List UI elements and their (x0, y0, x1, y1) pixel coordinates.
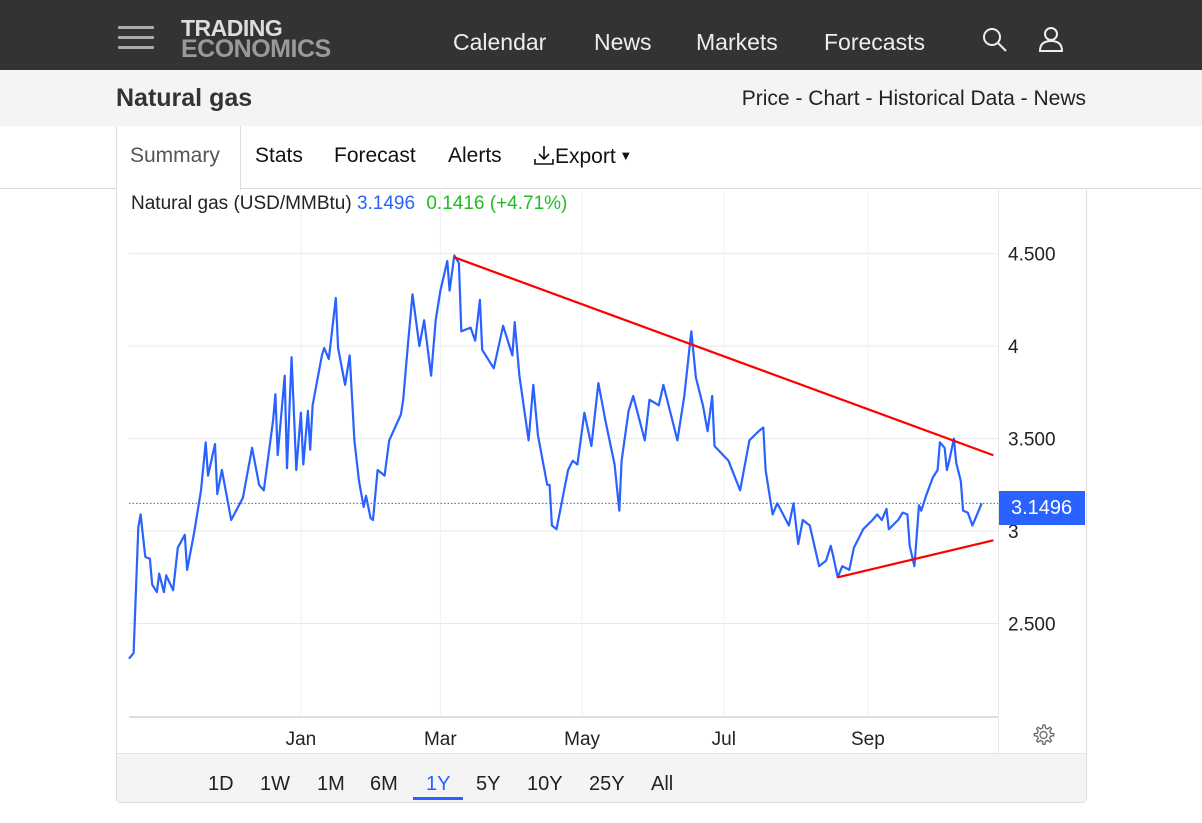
logo[interactable]: TRADING ECONOMICS (181, 15, 331, 63)
range-10y[interactable]: 10Y (527, 773, 563, 795)
y-tick-label: 4 (1008, 337, 1019, 358)
logo-line2: ECONOMICS (181, 35, 331, 63)
caret-down-icon: ▼ (615, 148, 633, 163)
chart-legend: Natural gas (USD/MMBtu) 3.1496 0.1416 (+… (131, 193, 567, 215)
range-1y[interactable]: 1Y (426, 773, 451, 795)
x-tick-label: Sep (851, 729, 885, 750)
search-icon[interactable] (981, 26, 1009, 54)
nav-news[interactable]: News (594, 29, 652, 55)
legend-price: 3.1496 (356, 193, 416, 214)
x-tick-label: Jan (286, 729, 317, 750)
range-6m[interactable]: 6M (370, 773, 398, 795)
download-icon (534, 146, 554, 165)
chart-card (116, 188, 1087, 803)
x-tick-label: May (564, 729, 600, 750)
legend-name: Natural gas (USD/MMBtu) (131, 193, 352, 214)
tab-alerts[interactable]: Alerts (448, 144, 502, 167)
trendline (837, 539, 994, 579)
menu-icon[interactable] (118, 26, 154, 50)
axis-separator (998, 188, 999, 753)
range-bar: 1D 1W 1M 6M 1Y 5Y 10Y 25Y All (117, 753, 1086, 802)
active-range-indicator (413, 797, 463, 800)
gear-icon[interactable] (1031, 723, 1055, 747)
y-tick-label: 2.500 (1008, 615, 1056, 636)
page-title: Natural gas (116, 84, 253, 112)
range-5y[interactable]: 5Y (476, 773, 501, 795)
subheader-links[interactable]: Price - Chart - Historical Data - News (741, 87, 1086, 110)
price-line (128, 254, 983, 660)
top-navbar: TRADING ECONOMICS Calendar News Markets … (0, 0, 1202, 70)
nav-calendar[interactable]: Calendar (453, 29, 547, 55)
tab-bar: Summary Stats Forecast Alerts Export ▼ (0, 126, 1202, 190)
tab-export[interactable]: Export ▼ (533, 144, 632, 169)
trendline (453, 256, 994, 457)
subheader: Natural gas Price - Chart - Historical D… (0, 70, 1202, 126)
user-icon[interactable] (1038, 26, 1064, 54)
range-1d[interactable]: 1D (208, 773, 234, 795)
nav-markets[interactable]: Markets (696, 29, 778, 55)
range-1w[interactable]: 1W (260, 773, 290, 795)
nav-forecasts[interactable]: Forecasts (824, 29, 925, 55)
export-label: Export (555, 145, 616, 168)
y-tick-label: 3.500 (1008, 430, 1056, 451)
legend-change: 0.1416 (+4.71%) (426, 193, 568, 214)
tab-stats[interactable]: Stats (255, 144, 303, 167)
x-tick-label: Mar (424, 729, 457, 750)
range-1m[interactable]: 1M (317, 773, 345, 795)
range-all[interactable]: All (651, 773, 674, 795)
logo-line1: TRADING (181, 15, 283, 41)
last-price-label: 3.1496 (999, 491, 1085, 525)
y-tick-label: 4.500 (1008, 245, 1056, 266)
x-tick-label: Jul (712, 729, 736, 750)
range-25y[interactable]: 25Y (589, 773, 625, 795)
y-tick-label: 3 (1008, 522, 1019, 543)
tab-forecast[interactable]: Forecast (334, 144, 416, 167)
tab-summary[interactable]: Summary (130, 144, 220, 167)
active-tab-box (116, 126, 241, 190)
